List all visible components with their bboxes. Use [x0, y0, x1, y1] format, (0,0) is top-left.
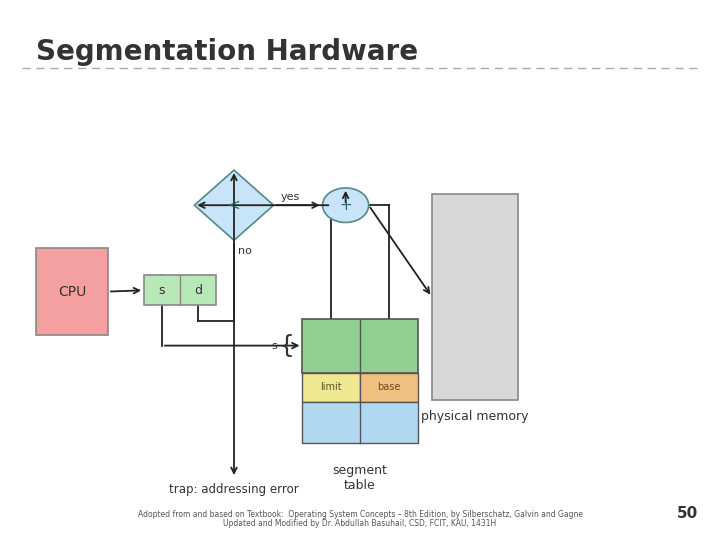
Text: trap: addressing error: trap: addressing error — [169, 483, 299, 496]
Text: Adopted from and based on Textbook:  Operating System Concepts – 8th Edition, by: Adopted from and based on Textbook: Oper… — [138, 510, 582, 519]
Text: <: < — [228, 198, 240, 213]
FancyBboxPatch shape — [302, 373, 360, 402]
Text: Segmentation Hardware: Segmentation Hardware — [36, 38, 418, 66]
FancyBboxPatch shape — [302, 319, 418, 373]
Text: d: d — [194, 284, 202, 297]
Text: no: no — [238, 246, 251, 256]
Text: s: s — [271, 341, 277, 350]
Text: yes: yes — [281, 192, 300, 202]
Text: s: s — [158, 284, 166, 297]
Text: CPU: CPU — [58, 285, 86, 299]
Text: physical memory: physical memory — [421, 410, 529, 423]
Polygon shape — [194, 170, 274, 240]
Text: {: { — [279, 334, 295, 357]
FancyBboxPatch shape — [302, 402, 418, 443]
Text: Updated and Modified by Dr. Abdullah Basuhail, CSD, FCIT, KAU, 1431H: Updated and Modified by Dr. Abdullah Bas… — [223, 519, 497, 528]
Text: base: base — [377, 382, 400, 393]
Text: +: + — [339, 198, 352, 213]
FancyBboxPatch shape — [36, 248, 108, 335]
Text: limit: limit — [320, 382, 342, 393]
Text: 50: 50 — [677, 506, 698, 521]
Text: segment
table: segment table — [333, 464, 387, 492]
Circle shape — [323, 188, 369, 222]
FancyBboxPatch shape — [144, 275, 216, 305]
FancyBboxPatch shape — [360, 373, 418, 402]
FancyBboxPatch shape — [432, 194, 518, 400]
